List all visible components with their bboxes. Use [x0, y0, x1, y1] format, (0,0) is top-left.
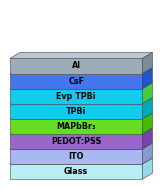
Polygon shape — [10, 113, 152, 119]
Polygon shape — [142, 67, 152, 89]
Polygon shape — [142, 98, 152, 119]
Polygon shape — [10, 74, 142, 89]
Polygon shape — [10, 89, 142, 104]
Polygon shape — [10, 58, 142, 74]
Text: TPBi: TPBi — [66, 107, 86, 116]
Text: PEDOT:PSS: PEDOT:PSS — [51, 137, 101, 146]
Polygon shape — [10, 149, 142, 164]
Polygon shape — [10, 83, 152, 89]
Polygon shape — [142, 52, 152, 74]
Polygon shape — [142, 113, 152, 134]
Text: ITO: ITO — [68, 152, 84, 161]
Polygon shape — [10, 143, 152, 149]
Polygon shape — [142, 128, 152, 149]
Polygon shape — [10, 67, 152, 74]
Text: MAPbBr₃: MAPbBr₃ — [56, 122, 96, 131]
Polygon shape — [10, 119, 142, 134]
Polygon shape — [10, 128, 152, 134]
Text: Evp TPBi: Evp TPBi — [56, 92, 96, 101]
Polygon shape — [10, 104, 142, 119]
Polygon shape — [142, 83, 152, 104]
Polygon shape — [10, 134, 142, 149]
Polygon shape — [10, 158, 152, 164]
Polygon shape — [142, 143, 152, 164]
Text: Al: Al — [72, 61, 81, 70]
Text: Glass: Glass — [64, 167, 88, 176]
Text: CsF: CsF — [68, 77, 84, 86]
Polygon shape — [10, 98, 152, 104]
Polygon shape — [10, 52, 152, 58]
Polygon shape — [10, 164, 142, 179]
Polygon shape — [142, 158, 152, 179]
